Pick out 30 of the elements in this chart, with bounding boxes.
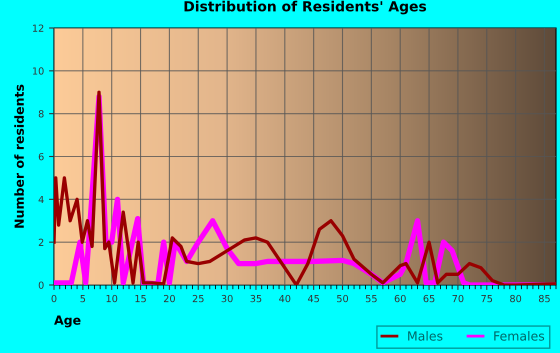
y-axis-title: Number of residents [14, 84, 24, 228]
x-tick-label: 0 [52, 294, 56, 302]
y-tick-label: 0 [38, 281, 44, 289]
chart-title: Distribution of Residents' Ages [184, 0, 426, 14]
legend-label: Females [494, 331, 544, 341]
x-tick-label: 80 [510, 294, 522, 302]
y-tick-label: 2 [38, 238, 44, 246]
x-tick-label: 55 [366, 295, 377, 302]
legend-label: Males [408, 331, 442, 341]
x-tick-label: 25 [192, 294, 204, 302]
x-tick-label: 15 [135, 295, 146, 302]
x-tick-label: 60 [394, 294, 406, 302]
x-tick-label: 50 [337, 294, 348, 302]
x-tick-label: 35 [250, 294, 262, 302]
y-tick-label: 6 [38, 152, 44, 160]
y-tick-label: 10 [32, 67, 44, 75]
y-tick-label: 8 [38, 110, 44, 118]
x-tick-label: 5 [80, 295, 86, 302]
x-tick-label: 40 [279, 294, 290, 302]
x-tick-label: 45 [308, 295, 319, 302]
y-tick-label: 4 [38, 196, 44, 204]
x-tick-label: 75 [481, 295, 492, 302]
x-tick-label: 85 [538, 294, 550, 302]
x-tick-label: 20 [164, 294, 175, 302]
y-tick-label: 12 [32, 24, 44, 32]
x-tick-label: 70 [452, 294, 464, 302]
x-tick-label: 10 [106, 294, 118, 302]
x-axis-title: Age [54, 316, 80, 328]
x-tick-label: 30 [222, 294, 233, 302]
x-tick-label: 65 [424, 294, 434, 302]
